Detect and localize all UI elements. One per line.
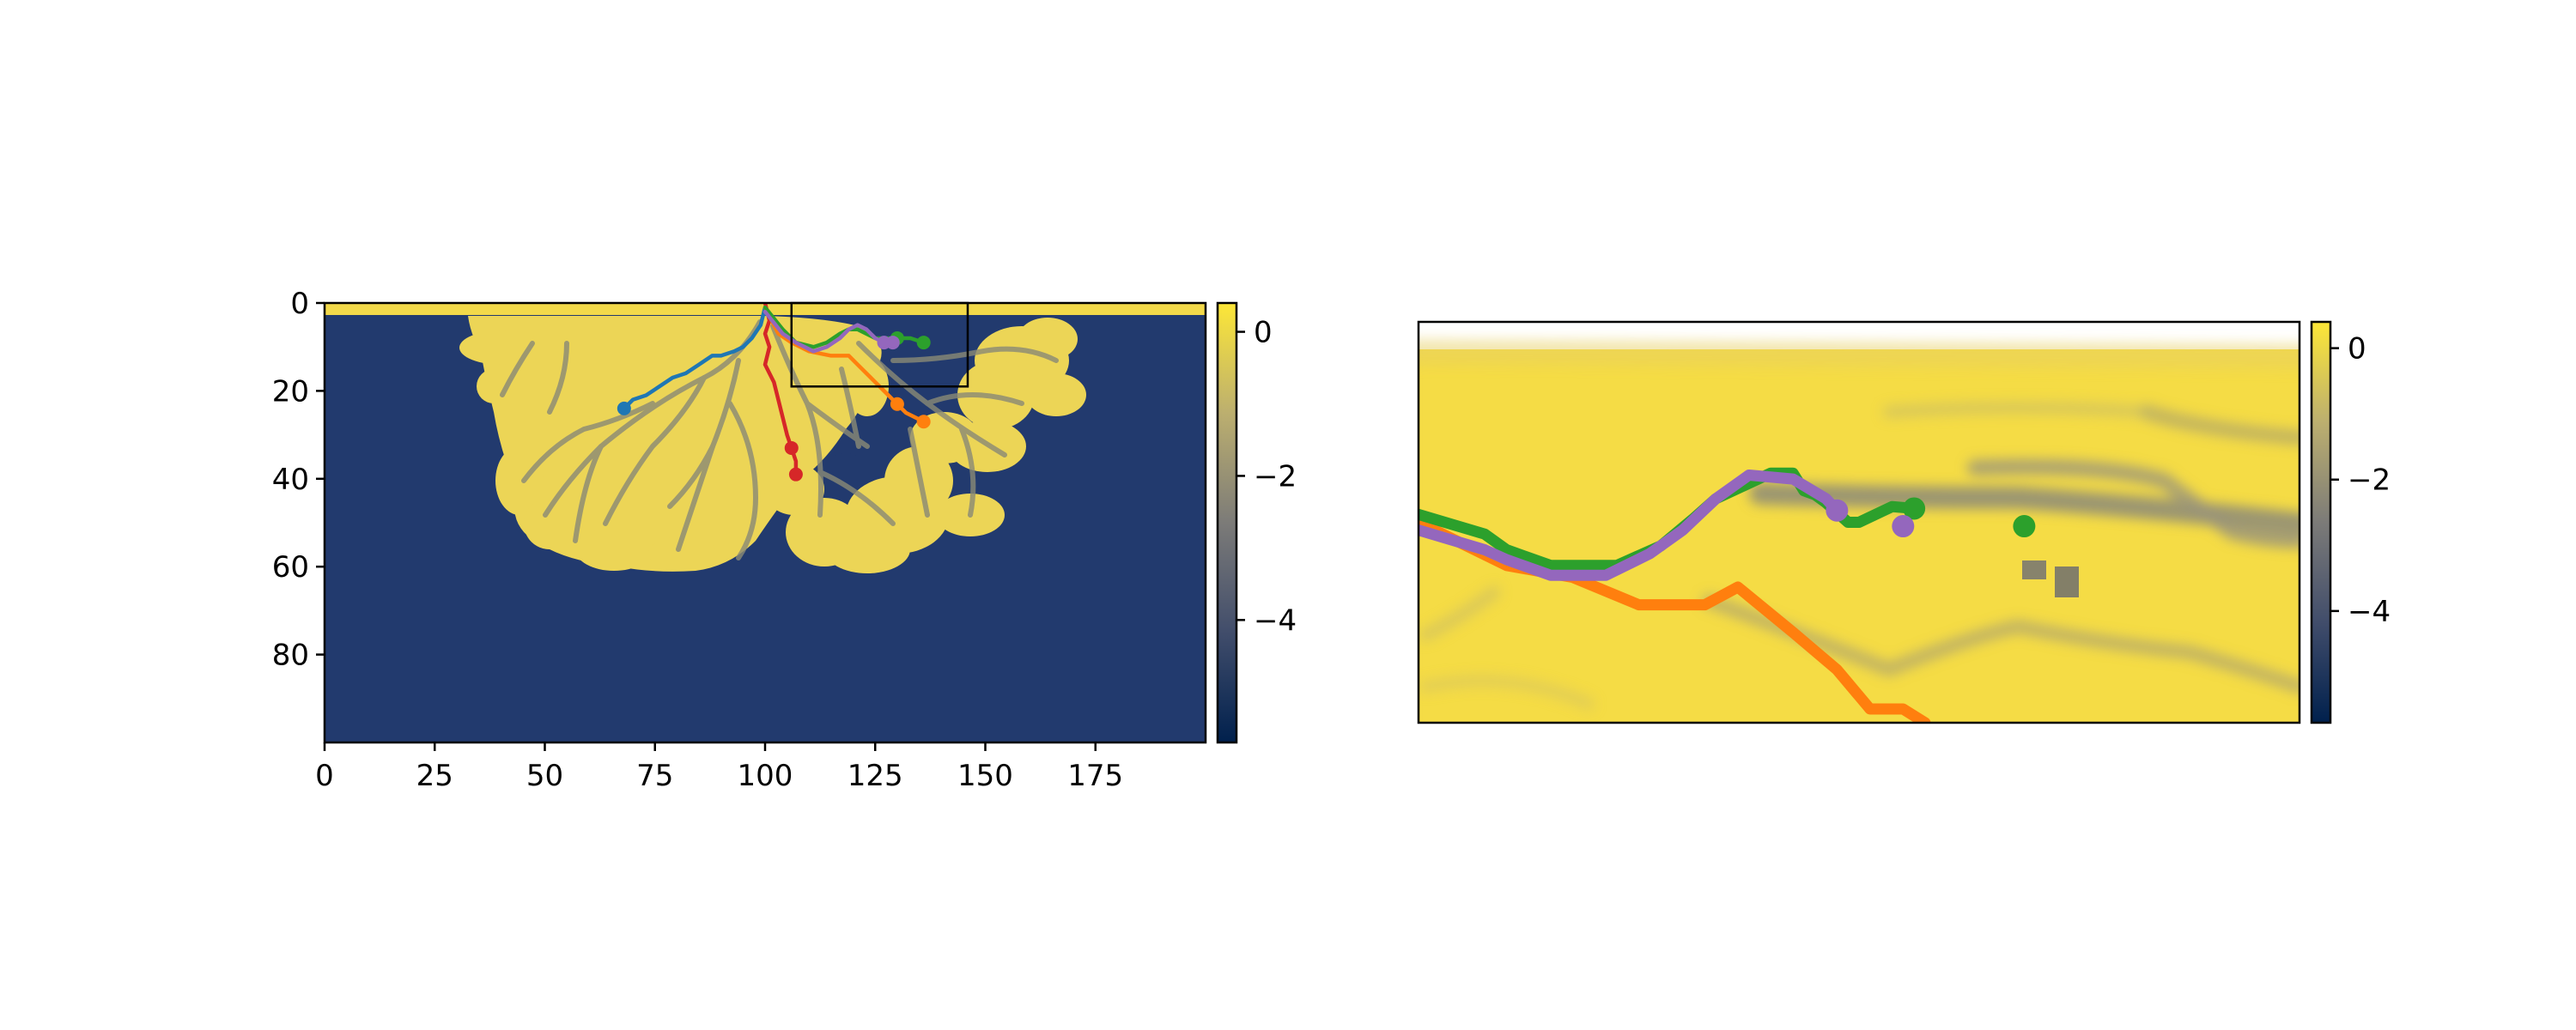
colorbar-tick-label: 0 (1254, 316, 1273, 350)
inset-texture (1419, 339, 2300, 710)
path-endpoint-marker (1826, 499, 1849, 522)
colorbar-tick-label: −2 (2348, 464, 2391, 498)
colorbar-tick-label: −2 (1254, 459, 1297, 494)
y-tick-label: 0 (290, 287, 309, 321)
colorbar-tick-label: 0 (2348, 332, 2366, 367)
inset-dark-pixel-2 (2055, 566, 2079, 597)
path-endpoint-marker (788, 467, 803, 482)
path-endpoint-marker (2013, 515, 2036, 538)
inset-dark-pixel (2022, 560, 2046, 579)
path-line (1419, 470, 1843, 581)
main-y-axis: 0 20 40 60 80 (272, 287, 325, 673)
channel-network (500, 319, 1059, 560)
y-tick-label: 60 (272, 550, 309, 585)
x-tick-label: 25 (416, 759, 453, 793)
colorbar-tick-label: −4 (2348, 595, 2391, 629)
colorbar-tick-label: −4 (1254, 603, 1297, 638)
path-endpoint-marker (885, 336, 900, 350)
x-tick-label: 125 (848, 759, 903, 793)
path-endpoint-marker (916, 336, 931, 350)
y-tick-label: 20 (272, 374, 309, 409)
path-endpoint-marker (617, 401, 631, 415)
x-tick-label: 175 (1067, 759, 1123, 793)
main-x-axis: 0 25 50 75 100 125 150 175 (315, 742, 1123, 793)
x-tick-label: 0 (315, 759, 334, 793)
colorbar-gradient (2312, 322, 2330, 723)
inset-heatmap (1417, 320, 2301, 724)
path-line (762, 309, 896, 354)
colorbar-inset: 0 −2 −4 (2310, 320, 2391, 724)
main-path-series (617, 303, 931, 482)
y-tick-label: 40 (272, 463, 309, 497)
x-tick-label: 75 (636, 759, 673, 793)
path-endpoint-marker (784, 440, 799, 455)
path-endpoint-marker (1892, 515, 1915, 538)
inset-background (1419, 349, 2300, 723)
colorbar-main: 0 −2 −4 (1216, 301, 1297, 744)
path-endpoint-marker (1903, 497, 1926, 520)
colorbar-gradient (1218, 303, 1236, 742)
inset-region-box (790, 301, 969, 388)
colorbar-frame (2310, 320, 2332, 724)
main-heatmap: 0 25 50 75 100 125 150 175 0 20 40 60 80 (272, 287, 1207, 793)
x-tick-label: 150 (957, 759, 1013, 793)
path-endpoint-marker (916, 415, 931, 429)
inset-plot-frame (1417, 320, 2301, 724)
y-tick-label: 80 (272, 639, 309, 673)
colony-body (459, 316, 1086, 573)
path-line (622, 305, 768, 411)
x-tick-label: 100 (738, 759, 793, 793)
inset-path-series (1419, 467, 2036, 723)
x-tick-label: 50 (526, 759, 563, 793)
path-endpoint-marker (890, 397, 904, 411)
colorbar-frame (1216, 301, 1238, 744)
